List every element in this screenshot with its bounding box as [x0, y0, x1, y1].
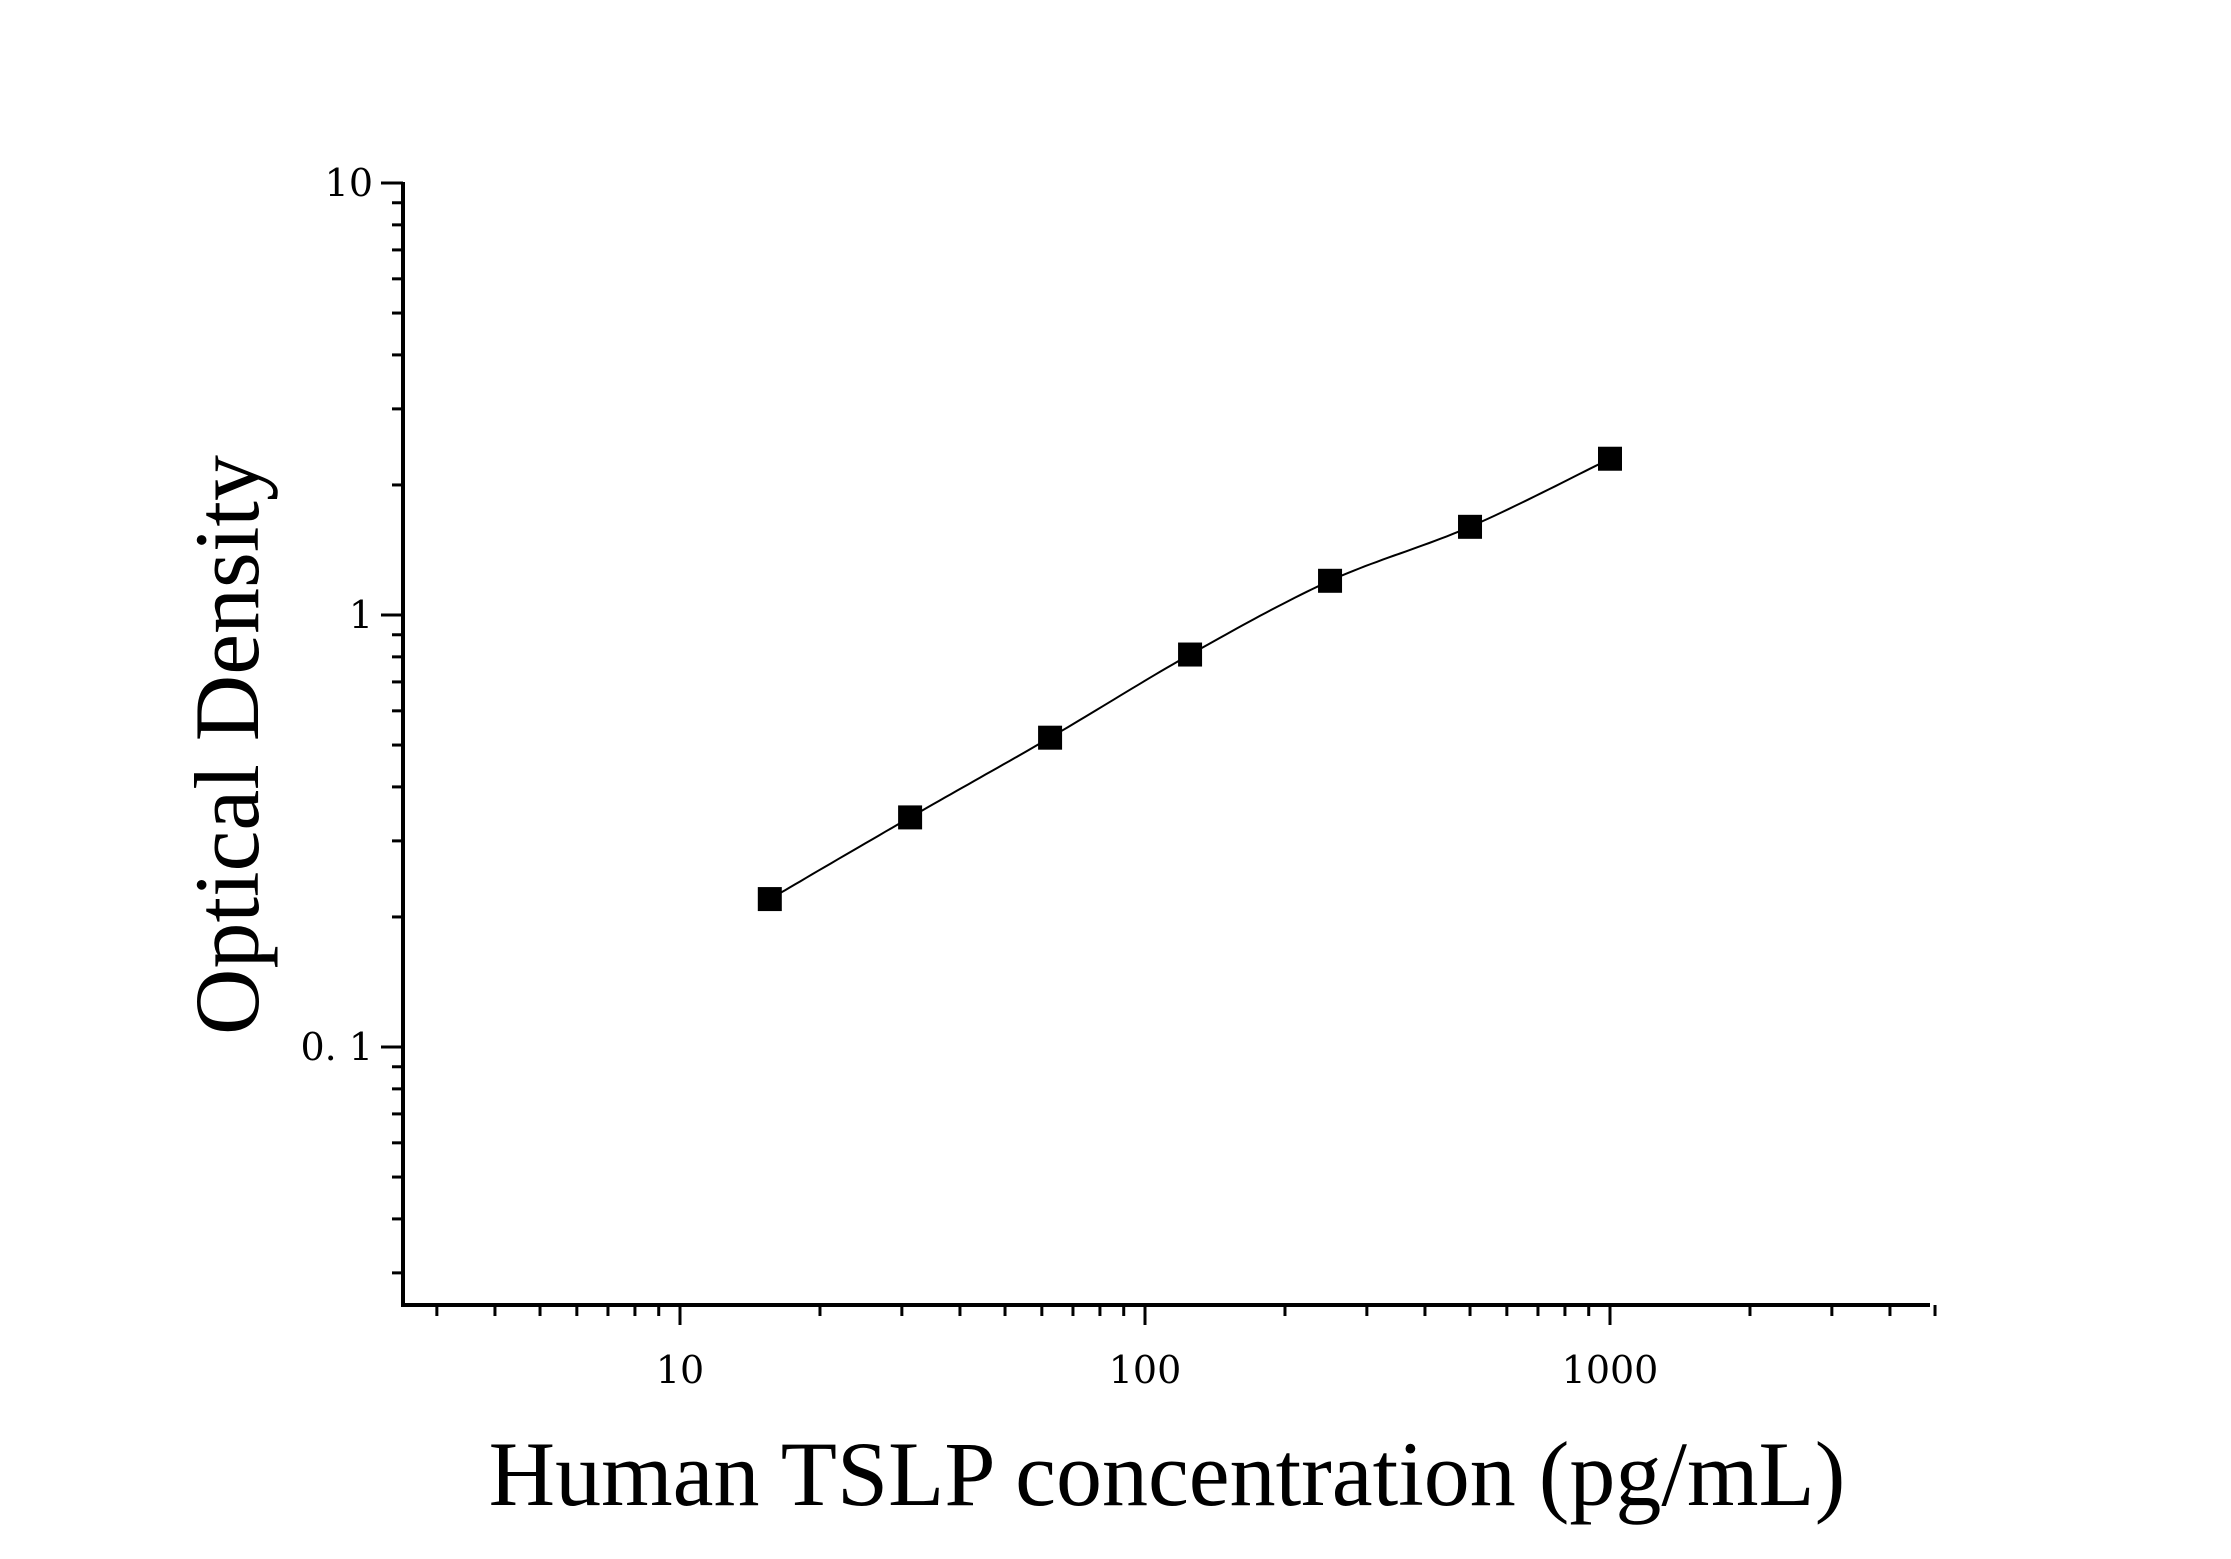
data-point	[1318, 568, 1343, 593]
x-tick-label: 100	[1109, 1348, 1182, 1392]
data-point	[1038, 725, 1063, 750]
x-tick-label: 10	[656, 1348, 704, 1392]
x-axis-title: Human TSLP concentration (pg/mL)	[489, 1423, 1846, 1525]
data-point	[1598, 446, 1622, 471]
y-major-ticks	[381, 181, 403, 1049]
data-point	[898, 805, 923, 830]
y-tick-label: 0. 1	[300, 1025, 373, 1069]
axes-frame	[401, 182, 1930, 1307]
y-tick-label: 10	[325, 161, 373, 205]
y-axis-title: Optical Density	[176, 455, 278, 1035]
fit-curve	[769, 457, 1611, 900]
y-tick-label: 1	[349, 593, 373, 637]
data-point	[1178, 642, 1203, 667]
data-markers	[757, 446, 1622, 912]
y-tick-labels: 0. 1 1 10	[300, 161, 373, 1069]
data-point	[1458, 514, 1483, 539]
x-tick-label: 1000	[1562, 1348, 1659, 1392]
data-point	[757, 887, 782, 912]
x-major-ticks	[678, 1305, 1612, 1325]
x-tick-labels: 10 100 1000	[656, 1348, 1659, 1392]
